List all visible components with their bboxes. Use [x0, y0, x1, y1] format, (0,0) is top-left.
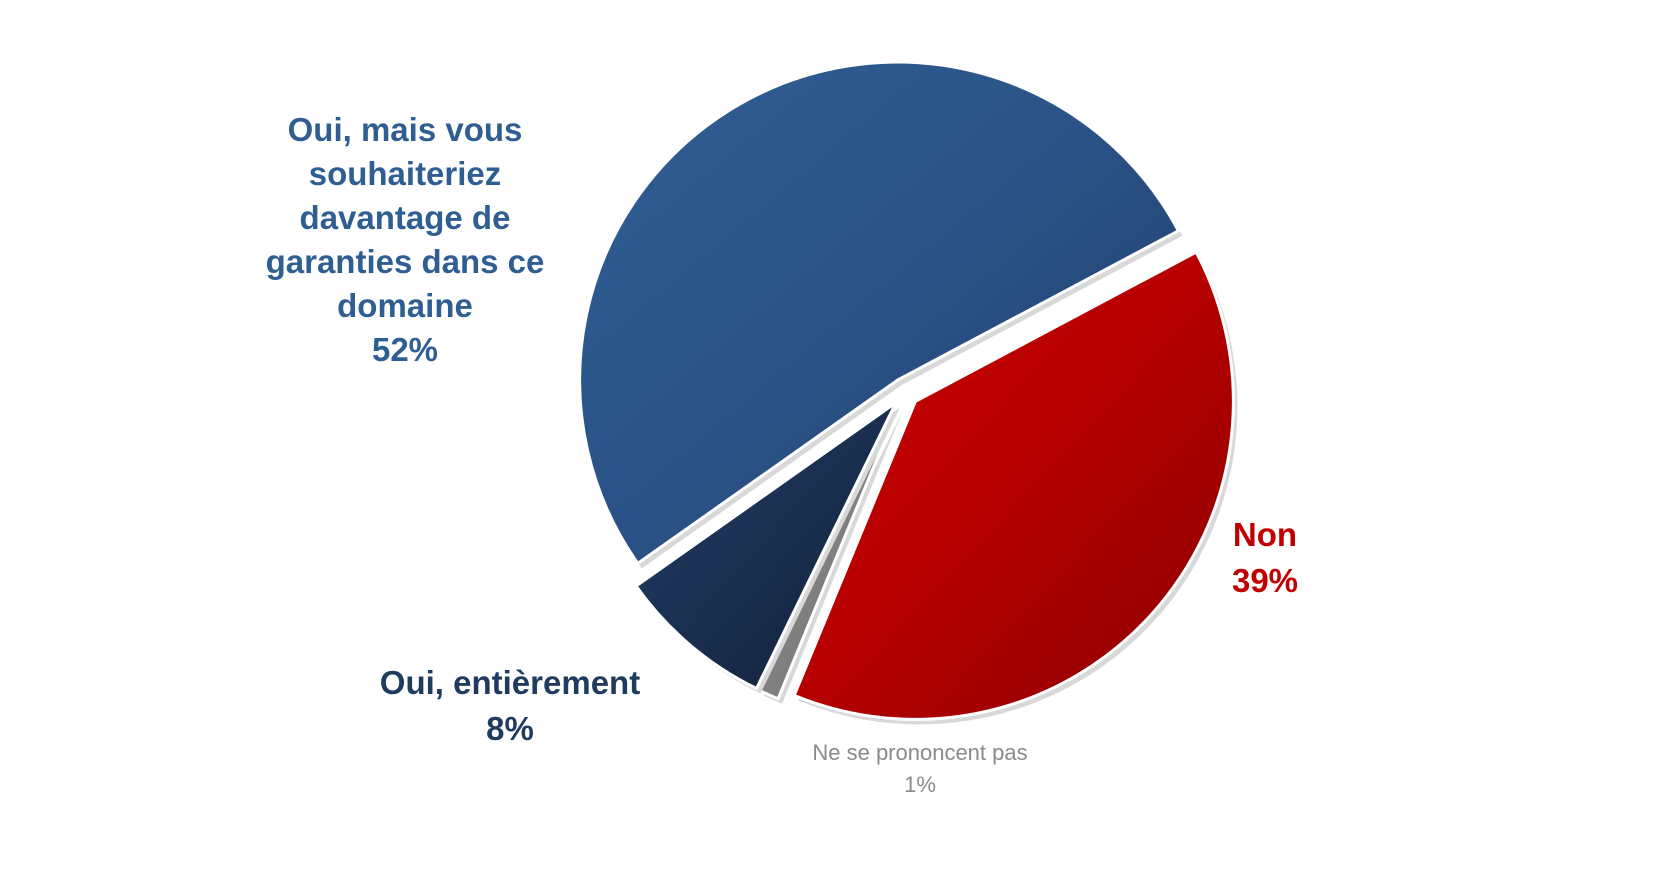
slice-label-ne-se-prononcent-pas: Ne se prononcent pas 1%	[780, 737, 1060, 801]
slice-label-oui-mais-line4: garanties dans ce	[265, 243, 545, 280]
slice-value-oui-entierement: 8%	[486, 710, 534, 747]
slice-label-non-text: Non	[1232, 516, 1298, 553]
slice-value-non: 39%	[1231, 562, 1299, 599]
slice-label-oui-mais-line1: Oui, mais vous	[287, 111, 523, 148]
slice-label-oui-entierement-text: Oui, entièrement	[379, 664, 641, 701]
pie-slice-oui-entierement	[633, 401, 898, 691]
slice-value-oui-mais: 52%	[371, 331, 439, 368]
slice-label-non: Non 39%	[1195, 512, 1335, 604]
slice-label-nsp-text: Ne se prononcent pas	[812, 740, 1028, 765]
slice-label-oui-entierement: Oui, entièrement 8%	[355, 660, 665, 752]
pie-slices	[578, 60, 1238, 725]
slice-label-oui-mais-line3: davantage de	[299, 199, 511, 236]
pie-slice-oui-mais	[578, 60, 1181, 566]
pie-slice-non	[792, 250, 1235, 721]
slice-label-oui-mais-line2: souhaiteriez	[308, 155, 502, 192]
slice-label-oui-mais-line5: domaine	[337, 287, 473, 324]
slice-label-oui-mais: Oui, mais vous souhaiteriez davantage de…	[240, 108, 570, 372]
slice-value-nsp: 1%	[904, 772, 936, 797]
